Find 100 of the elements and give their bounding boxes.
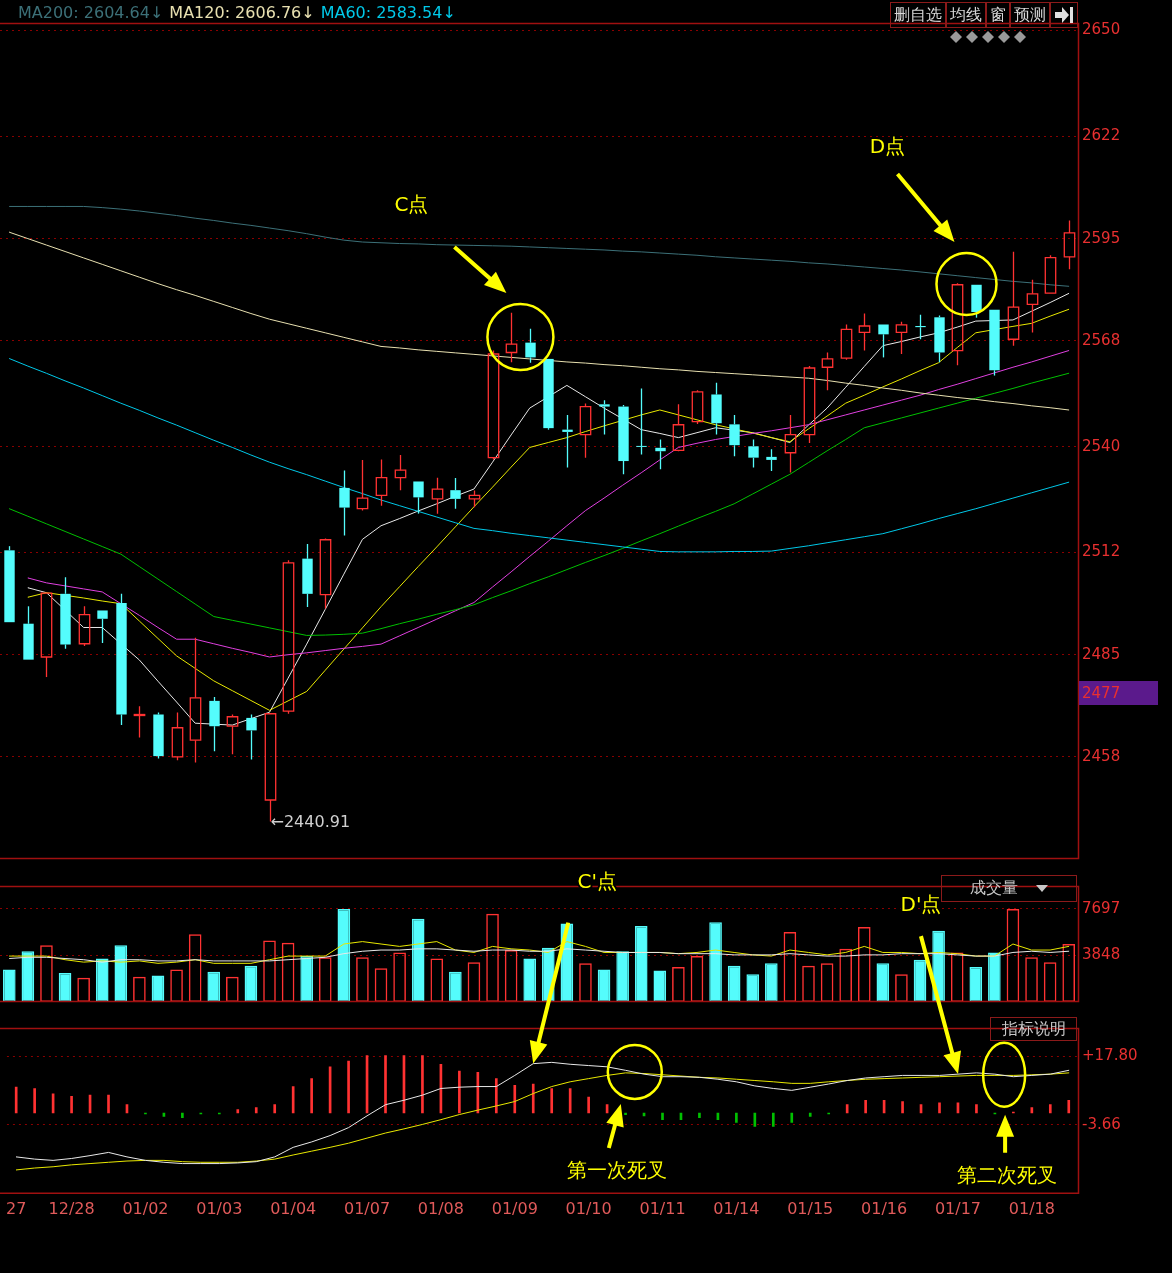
bar xyxy=(771,1112,775,1127)
annotation: ←2440.91 xyxy=(270,812,351,832)
bar xyxy=(70,1096,73,1114)
candlestick xyxy=(1063,219,1076,270)
candlestick xyxy=(339,469,350,537)
x-tick-label: 01/09 xyxy=(491,1198,538,1218)
candlestick xyxy=(858,312,871,352)
candlestick xyxy=(40,592,53,678)
annotation: D点 xyxy=(869,134,906,159)
candlestick xyxy=(711,382,722,436)
bar xyxy=(808,1112,812,1117)
y-tick-label: 3848 xyxy=(1082,945,1121,964)
y-tick-label: -3.66 xyxy=(1082,1114,1121,1133)
candlestick xyxy=(394,454,407,491)
annotation: 删自选 xyxy=(890,2,946,28)
candlestick xyxy=(133,705,146,739)
bar xyxy=(975,1104,978,1114)
y-tick-label: 2485 xyxy=(1082,644,1121,663)
bar xyxy=(587,1096,590,1114)
x-tick-label: 01/15 xyxy=(787,1198,834,1218)
bar xyxy=(550,1088,554,1114)
bar xyxy=(624,1112,627,1115)
bar xyxy=(273,1104,277,1114)
y-tick-label: 2622 xyxy=(1082,126,1121,145)
annotation: 第一次死叉 xyxy=(566,1157,667,1182)
text: MA60: 2583.54↓ xyxy=(320,3,456,22)
candlestick xyxy=(579,402,592,459)
x-tick-label: 01/03 xyxy=(196,1198,243,1218)
bar xyxy=(790,1112,794,1123)
candlestick xyxy=(636,387,647,456)
bar xyxy=(384,1055,387,1114)
annotation: C点 xyxy=(394,191,429,216)
bar xyxy=(938,1102,941,1114)
bar xyxy=(254,1107,258,1114)
annotation: 均线 xyxy=(946,2,986,28)
bar xyxy=(1067,1099,1071,1114)
bar xyxy=(901,1101,904,1114)
bar xyxy=(864,1099,867,1114)
candlestick xyxy=(375,458,388,507)
x-tick-label: 12/28 xyxy=(48,1198,95,1218)
x-tick-label: 01/16 xyxy=(861,1198,908,1218)
candlestick xyxy=(821,351,834,391)
candlestick xyxy=(915,314,926,340)
candlestick xyxy=(878,324,889,359)
bar xyxy=(310,1078,313,1114)
candlestick xyxy=(356,459,369,512)
bar xyxy=(735,1112,738,1123)
candlestick xyxy=(431,477,444,515)
bar xyxy=(513,1084,517,1114)
candlestick xyxy=(784,414,797,474)
text: MA200: 2604.64↓ xyxy=(18,3,164,22)
y-tick-label: 2512 xyxy=(1082,542,1121,561)
candlestick xyxy=(525,328,536,364)
x-tick-label: 01/11 xyxy=(639,1198,686,1218)
candlestick xyxy=(450,477,461,510)
candlestick xyxy=(302,543,313,608)
candlestick xyxy=(599,399,610,436)
candlestick xyxy=(97,610,108,644)
x-tick-label: 01/18 xyxy=(1008,1198,1055,1218)
bar xyxy=(107,1094,110,1114)
candlestick xyxy=(895,321,908,355)
candlestick xyxy=(543,358,554,431)
x-tick-label: 01/17 xyxy=(934,1198,982,1218)
y-tick-label: 2650 xyxy=(1082,20,1121,39)
bar xyxy=(291,1086,295,1114)
x-tick-label: 27 xyxy=(6,1198,27,1218)
y-tick-label: 7697 xyxy=(1082,898,1121,917)
bar xyxy=(1048,1104,1052,1114)
candlestick xyxy=(1007,251,1020,347)
x-tick-label: 01/02 xyxy=(122,1198,169,1218)
bar xyxy=(458,1070,461,1114)
bar xyxy=(14,1086,18,1114)
y-tick-label: 2458 xyxy=(1082,746,1121,765)
x-tick-label: 01/14 xyxy=(713,1198,760,1218)
x-tick-label: 01/08 xyxy=(417,1198,464,1218)
y-tick-label: 2568 xyxy=(1082,330,1121,349)
candlestick xyxy=(1026,279,1039,334)
candlestick xyxy=(246,713,257,761)
candlestick xyxy=(116,593,127,726)
candlestick xyxy=(562,414,573,469)
bar xyxy=(698,1112,701,1119)
annotation: 预测 xyxy=(1010,2,1050,28)
bar xyxy=(33,1088,36,1114)
bar xyxy=(421,1055,424,1114)
annotation: 第二次死叉 xyxy=(957,1162,1058,1187)
y-tick-label: 2595 xyxy=(1082,228,1121,247)
annotation: 窗 xyxy=(986,2,1010,28)
annotation: D'点 xyxy=(900,892,942,917)
candlestick xyxy=(655,438,666,471)
candlestick xyxy=(226,713,239,755)
x-tick-label: 01/04 xyxy=(270,1198,317,1218)
candlestick xyxy=(60,576,71,650)
bar xyxy=(236,1109,240,1114)
y-tick-label: 2540 xyxy=(1082,436,1121,455)
bar xyxy=(661,1112,664,1120)
x-tick-label: 01/07 xyxy=(343,1198,391,1218)
bar xyxy=(531,1083,535,1114)
candlestick xyxy=(171,711,184,761)
candlestick xyxy=(672,403,685,452)
bar xyxy=(347,1060,350,1114)
